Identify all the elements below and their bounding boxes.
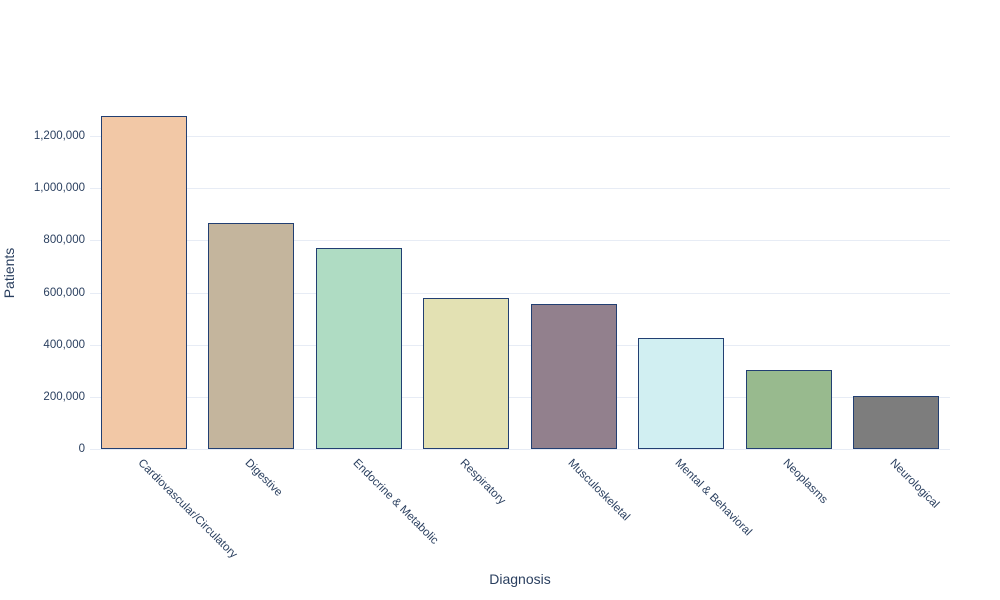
x-tick-label-endocrine-metabolic: Endocrine & Metabolic: [350, 457, 441, 547]
y-axis-title: Patients: [1, 247, 17, 299]
y-tick-label: 600,000: [43, 286, 85, 299]
y-tick-label: 1,200,000: [33, 130, 85, 142]
y-gridline: [90, 188, 950, 190]
y-gridline: [90, 344, 950, 346]
x-axis-zero-line: [90, 449, 950, 450]
bar-musculoskeletal[interactable]: [530, 303, 617, 449]
x-tick-label-neurological: Neurological: [887, 457, 942, 511]
y-gridline: [90, 136, 950, 137]
bar-digestive[interactable]: [208, 222, 295, 449]
x-tick-label-respiratory: Respiratory: [457, 457, 508, 508]
y-tick-label: 1,000,000: [33, 182, 85, 195]
bar-cardiovascular-circulatory[interactable]: [100, 115, 187, 449]
x-tick-label-neoplasms: Neoplasms: [780, 457, 830, 507]
bar-neurological[interactable]: [853, 396, 940, 449]
y-tick-label: 800,000: [43, 234, 85, 247]
y-tick-label: 0: [78, 443, 85, 455]
y-tick-label: 200,000: [43, 390, 85, 403]
x-axis-title: Diagnosis: [489, 571, 551, 587]
x-tick-label-mental-behavioral: Mental & Behavioral: [672, 457, 755, 539]
bar-endocrine-metabolic[interactable]: [315, 248, 402, 449]
y-gridline: [90, 396, 950, 398]
bar-neoplasms[interactable]: [745, 370, 832, 449]
bar-mental-behavioral[interactable]: [638, 338, 725, 449]
y-tick-label: 400,000: [43, 338, 85, 351]
x-tick-label-cardiovascular-circulatory: Cardiovascular/Circulatory: [135, 457, 240, 561]
y-gridline: [90, 292, 950, 294]
x-tick-label-musculoskeletal: Musculoskeletal: [565, 457, 632, 524]
bar-respiratory[interactable]: [423, 298, 510, 449]
x-tick-label-digestive: Digestive: [242, 457, 285, 499]
y-gridline: [90, 240, 950, 242]
